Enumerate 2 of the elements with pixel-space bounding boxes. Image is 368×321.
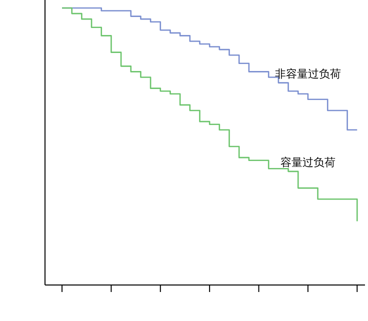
series-label: 容量过负荷 [280, 156, 336, 170]
series-label: 非容量过负荷 [274, 67, 341, 80]
